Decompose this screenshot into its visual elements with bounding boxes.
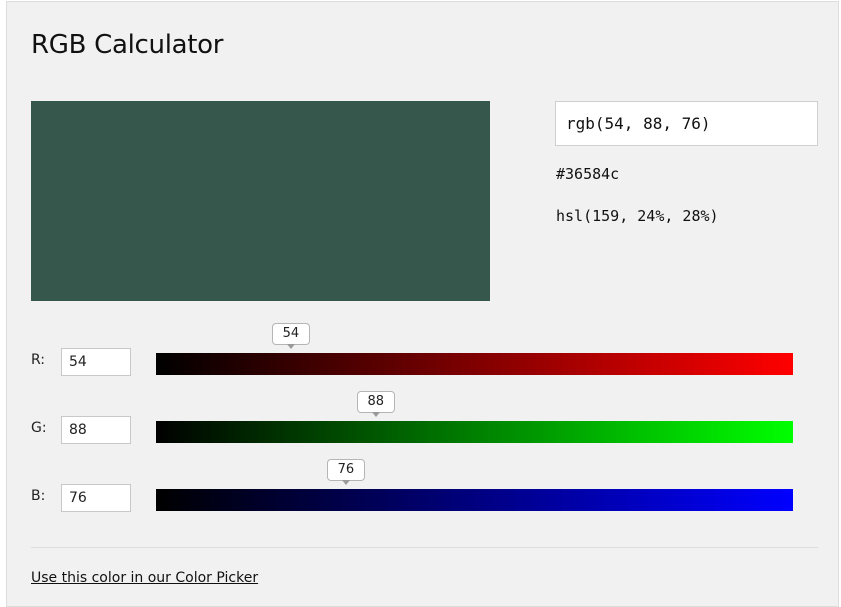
green-slider-handle[interactable]: 88 — [356, 391, 395, 417]
divider — [31, 547, 818, 548]
rgb-calculator-panel — [6, 1, 839, 607]
blue-label: B: — [31, 488, 46, 504]
blue-slider-track[interactable]: 76 — [156, 459, 793, 511]
page-title: RGB Calculator — [31, 30, 224, 60]
red-slider-track[interactable]: 54 — [156, 323, 793, 375]
color-preview-swatch — [31, 101, 490, 301]
red-label: R: — [31, 352, 46, 368]
blue-input[interactable] — [61, 484, 131, 512]
hex-value: #36584c — [556, 165, 620, 183]
red-slider-handle[interactable]: 54 — [271, 323, 310, 349]
blue-slider-handle[interactable]: 76 — [326, 459, 365, 485]
color-picker-link[interactable]: Use this color in our Color Picker — [31, 570, 259, 586]
green-label: G: — [31, 420, 47, 436]
green-input[interactable] — [61, 416, 131, 444]
green-slider-track[interactable]: 88 — [156, 391, 793, 443]
hsl-value: hsl(159, 24%, 28%) — [556, 207, 719, 225]
rgb-output-field[interactable] — [555, 101, 818, 146]
red-input[interactable] — [61, 348, 131, 376]
